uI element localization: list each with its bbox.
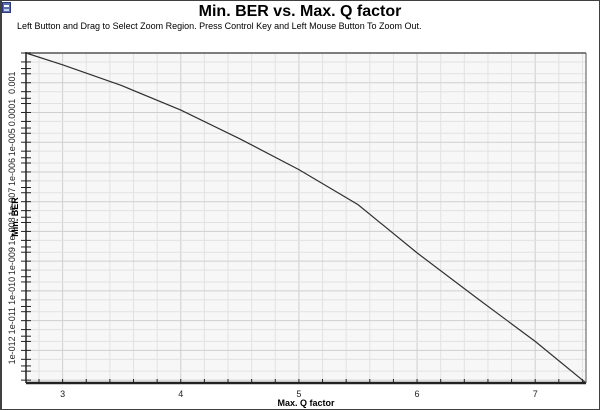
- y-tick-label: 1e-008: [7, 217, 17, 245]
- x-tick-label: 3: [60, 389, 65, 399]
- y-tick-label: 1e-005: [7, 128, 17, 156]
- y-axis-label: Min. BER: [10, 197, 20, 237]
- y-tick-label: 1e-012: [7, 336, 17, 364]
- y-tick-label: 0.0001: [7, 99, 17, 127]
- y-tick-label: 0.001: [7, 71, 17, 94]
- chart-title: Min. BER vs. Max. Q factor: [198, 3, 402, 20]
- x-tick-label: 7: [533, 389, 538, 399]
- series-line-min-ber[interactable]: [25, 52, 587, 384]
- x-tick-label: 4: [178, 389, 183, 399]
- y-tick-label: 1e-006: [7, 158, 17, 186]
- x-axis-label: Max. Q factor: [277, 398, 335, 408]
- y-tick-label: 1e-009: [7, 247, 17, 275]
- y-tick-label: 1e-007: [7, 188, 17, 216]
- x-tick-label: 5: [296, 389, 301, 399]
- y-tick-label: 1e-011: [7, 307, 17, 334]
- chart-window-icon[interactable]: [2, 2, 11, 13]
- y-tick-label: 1e-010: [7, 277, 17, 305]
- x-tick-label: 6: [415, 389, 420, 399]
- plot-background: [26, 53, 586, 383]
- zoom-hint-text: Left Button and Drag to Select Zoom Regi…: [17, 21, 422, 31]
